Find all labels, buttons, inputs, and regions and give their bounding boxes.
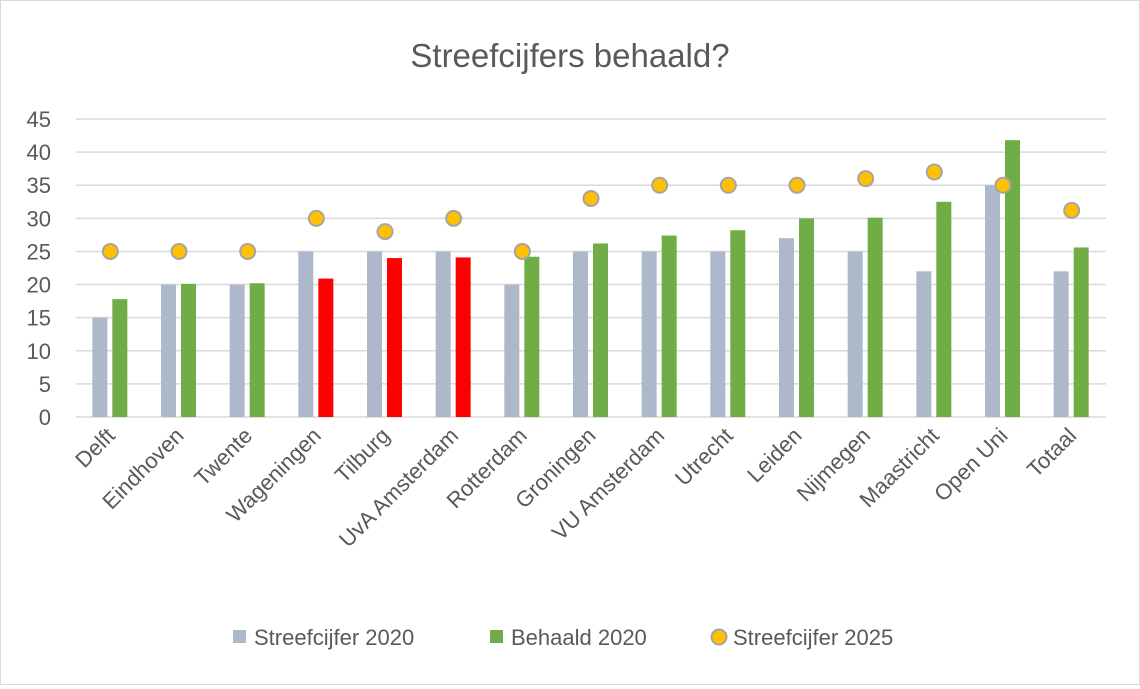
marker-streefcijfer-2025 bbox=[857, 170, 875, 188]
marker-streefcijfer-2025 bbox=[994, 176, 1012, 194]
y-tick-label: 40 bbox=[27, 140, 51, 165]
bar-streefcijfer-2020 bbox=[641, 251, 657, 417]
x-tick-label: Totaal bbox=[1022, 423, 1081, 482]
bar-streefcijfer-2020 bbox=[1053, 271, 1069, 417]
bar-behaald-2020 bbox=[593, 243, 608, 417]
marker-streefcijfer-2025 bbox=[719, 176, 737, 194]
y-tick-label: 5 bbox=[39, 372, 51, 397]
marker-streefcijfer-2025 bbox=[1063, 201, 1081, 219]
bar-behaald-2020 bbox=[1073, 247, 1089, 417]
chart-title: Streefcijfers behaald? bbox=[410, 37, 729, 74]
bar-streefcijfer-2020 bbox=[985, 185, 1000, 417]
bar-behaald-2020 bbox=[318, 278, 334, 417]
y-tick-label: 0 bbox=[39, 405, 51, 430]
bar-streefcijfer-2020 bbox=[298, 251, 314, 417]
marker-streefcijfer-2025 bbox=[925, 163, 943, 181]
bar-behaald-2020 bbox=[112, 299, 128, 417]
bar-behaald-2020 bbox=[936, 201, 952, 417]
bar-behaald-2020 bbox=[661, 235, 677, 417]
y-tick-label: 15 bbox=[27, 306, 51, 331]
marker-streefcijfer-2025 bbox=[651, 176, 669, 194]
y-tick-label: 20 bbox=[27, 273, 51, 298]
marker-streefcijfer-2025 bbox=[307, 209, 325, 227]
marker-streefcijfer-2025 bbox=[445, 209, 463, 227]
y-tick-label: 25 bbox=[27, 239, 51, 264]
bar-streefcijfer-2020 bbox=[92, 317, 108, 417]
legend: Streefcijfer 2020 Behaald 2020 Streefcijfe… bbox=[233, 625, 893, 650]
y-tick-label: 45 bbox=[27, 107, 51, 132]
legend-label: Behaald 2020 bbox=[511, 625, 647, 650]
bar-streefcijfer-2020 bbox=[504, 284, 520, 417]
x-tick-label: Leiden bbox=[742, 423, 806, 487]
legend-swatch bbox=[490, 630, 503, 643]
bar-behaald-2020 bbox=[181, 283, 196, 417]
marker-streefcijfer-2025 bbox=[239, 242, 257, 260]
bar-behaald-2020 bbox=[730, 230, 746, 417]
y-tick-label: 35 bbox=[27, 173, 51, 198]
legend-label: Streefcijfer 2020 bbox=[254, 625, 414, 650]
x-tick-label: UvA Amsterdam bbox=[334, 423, 463, 552]
bar-behaald-2020 bbox=[799, 218, 814, 417]
x-tick-label: Utrecht bbox=[670, 423, 738, 491]
bar-behaald-2020 bbox=[249, 283, 265, 417]
x-tick-label: Twente bbox=[189, 423, 257, 491]
x-tick-label: Delft bbox=[70, 423, 120, 473]
bar-streefcijfer-2020 bbox=[779, 238, 794, 417]
x-tick-label: Open Uni bbox=[929, 423, 1012, 506]
bar-streefcijfer-2020 bbox=[573, 251, 588, 417]
bar-streefcijfer-2020 bbox=[916, 271, 932, 417]
marker-streefcijfer-2025 bbox=[376, 223, 394, 241]
bar-streefcijfer-2020 bbox=[847, 251, 863, 417]
bars bbox=[92, 140, 1089, 418]
marker-streefcijfer-2025 bbox=[513, 242, 531, 260]
legend-swatch bbox=[233, 630, 246, 643]
y-tick-label: 30 bbox=[27, 206, 51, 231]
bar-behaald-2020 bbox=[455, 257, 471, 417]
bar-streefcijfer-2020 bbox=[367, 251, 382, 417]
bar-behaald-2020 bbox=[524, 256, 540, 417]
marker-streefcijfer-2025 bbox=[582, 189, 600, 207]
bar-streefcijfer-2020 bbox=[161, 284, 176, 417]
legend-swatch bbox=[710, 628, 728, 646]
bar-streefcijfer-2020 bbox=[229, 284, 245, 417]
x-tick-label: Tilburg bbox=[330, 423, 395, 488]
bar-streefcijfer-2020 bbox=[710, 251, 726, 417]
markers bbox=[101, 163, 1081, 260]
bar-behaald-2020 bbox=[1005, 140, 1020, 418]
marker-streefcijfer-2025 bbox=[170, 242, 188, 260]
y-tick-label: 10 bbox=[27, 339, 51, 364]
marker-streefcijfer-2025 bbox=[788, 176, 806, 194]
y-axis-ticks: 0 5 10 15 20 25 30 35 40 45 bbox=[27, 107, 51, 430]
bar-behaald-2020 bbox=[867, 217, 883, 417]
bar-behaald-2020 bbox=[387, 258, 402, 417]
marker-streefcijfer-2025 bbox=[101, 242, 119, 260]
legend-label: Streefcijfer 2025 bbox=[733, 625, 893, 650]
bar-streefcijfer-2020 bbox=[435, 251, 451, 417]
